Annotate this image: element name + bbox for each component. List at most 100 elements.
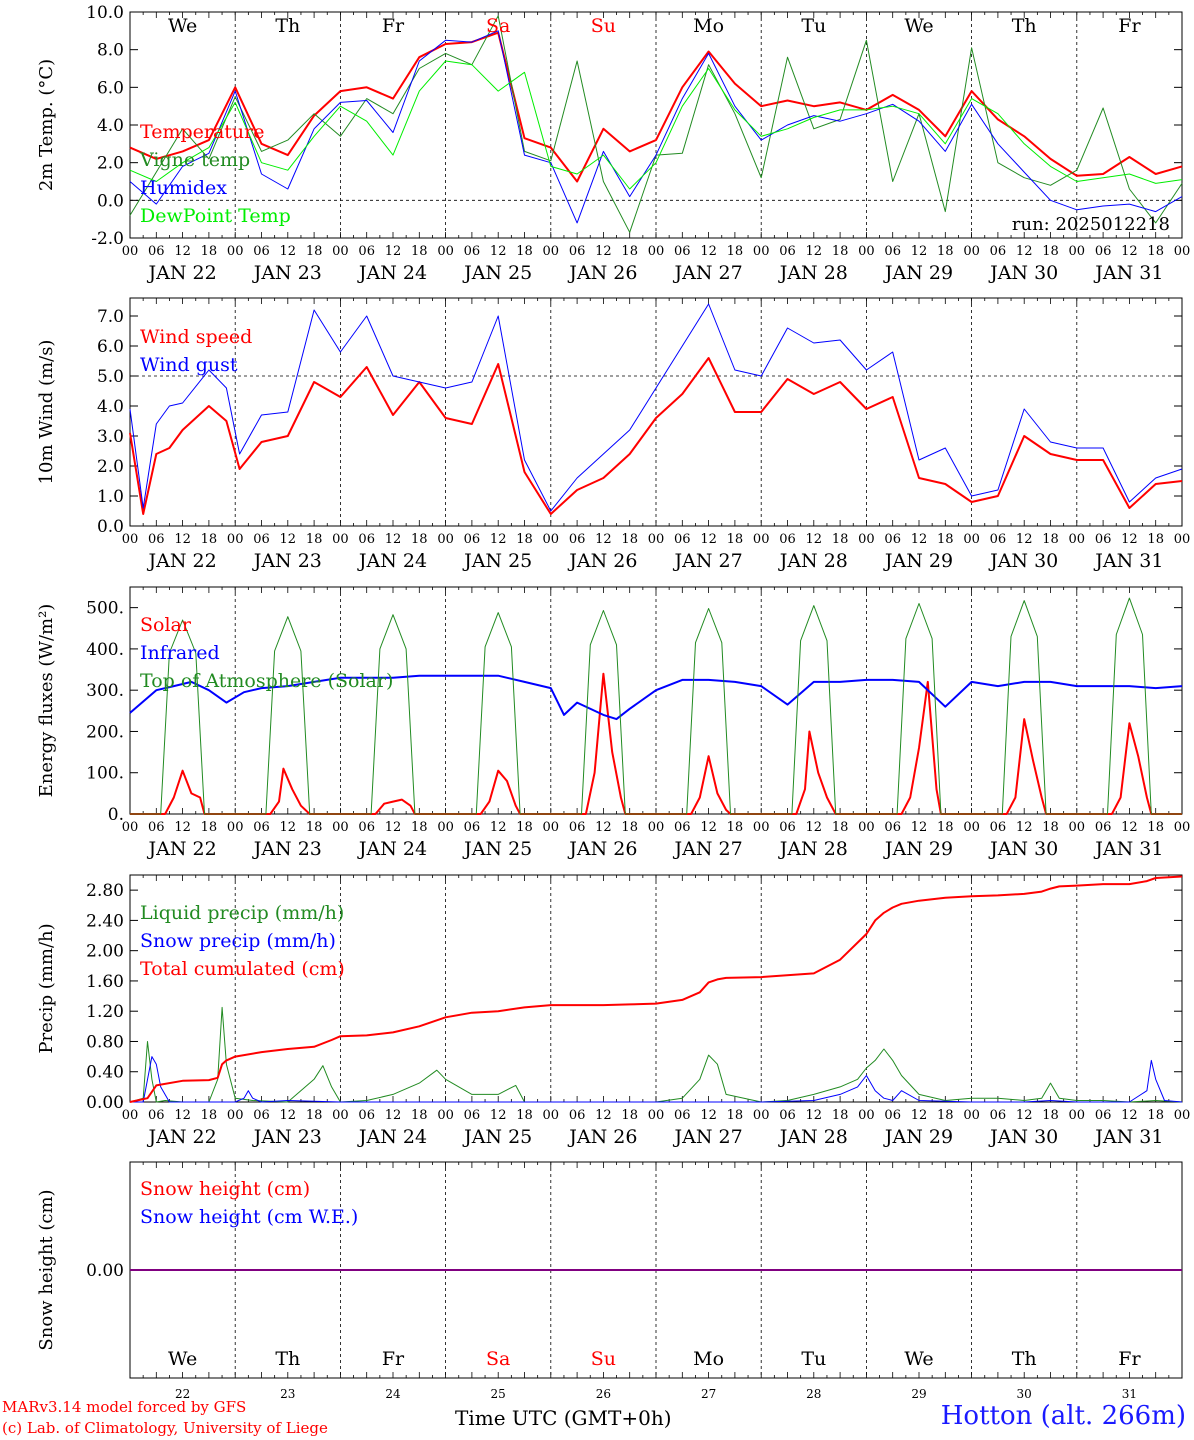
x-hour-label: 18 — [516, 532, 533, 547]
legend-entry: Top of Atmosphere (Solar) — [140, 670, 393, 692]
day-abbr-label: Th — [275, 1348, 300, 1370]
x-hour-label: 06 — [674, 532, 691, 547]
credit-lab: (c) Lab. of Climatology, University of L… — [2, 1419, 328, 1437]
x-hour-label: 18 — [1147, 820, 1164, 835]
day-abbr-label: Th — [1012, 1348, 1037, 1370]
x-date-label: JAN 31 — [1093, 1126, 1163, 1148]
y-tick-label: 5.0 — [97, 367, 124, 387]
x-hour-label: 12 — [1121, 532, 1138, 547]
x-hour-label: 12 — [700, 532, 717, 547]
x-hour-label: 06 — [464, 820, 481, 835]
x-hour-label: 06 — [990, 820, 1007, 835]
x-date-label: JAN 22 — [147, 550, 217, 572]
day-number-label: 31 — [1122, 1387, 1137, 1401]
x-hour-label: 18 — [516, 244, 533, 259]
x-hour-label: 12 — [700, 1108, 717, 1123]
x-date-label: JAN 29 — [883, 550, 953, 572]
y-tick-label: 2.0 — [97, 154, 124, 174]
x-hour-label: 00 — [122, 244, 139, 259]
x-date-label: JAN 27 — [673, 1126, 743, 1148]
day-abbr-label: Sa — [486, 15, 510, 37]
x-hour-label: 06 — [674, 1108, 691, 1123]
legend-entry: Wind speed — [140, 326, 252, 348]
x-hour-label: 06 — [884, 532, 901, 547]
legend-entry: Wind gust — [140, 354, 238, 376]
x-hour-label: 00 — [753, 820, 770, 835]
x-hour-label: 18 — [516, 1108, 533, 1123]
x-hour-label: 18 — [832, 820, 849, 835]
x-hour-label: 18 — [727, 532, 744, 547]
x-hour-label: 00 — [1069, 820, 1086, 835]
x-date-label: JAN 22 — [147, 838, 217, 860]
y-tick-label: 2.00 — [86, 942, 124, 962]
x-hour-label: 18 — [727, 820, 744, 835]
y-tick-label: 0.40 — [86, 1063, 124, 1083]
x-hour-label: 00 — [963, 532, 980, 547]
x-hour-label: 06 — [358, 244, 375, 259]
y-tick-label: 200. — [86, 722, 124, 742]
x-hour-label: 00 — [1174, 244, 1191, 259]
x-hour-label: 12 — [490, 1108, 507, 1123]
x-hour-label: 12 — [595, 244, 612, 259]
legend-entry: DewPoint Temp — [140, 205, 291, 227]
x-date-label: JAN 23 — [252, 1126, 322, 1148]
y-tick-label: 8.0 — [97, 41, 124, 61]
x-date-label: JAN 24 — [357, 550, 427, 572]
day-number-label: 23 — [280, 1387, 295, 1401]
x-hour-label: 18 — [306, 820, 323, 835]
run-label: run: 2025012218 — [1012, 214, 1170, 235]
x-date-label: JAN 25 — [462, 838, 532, 860]
x-hour-label: 06 — [358, 532, 375, 547]
x-hour-label: 18 — [937, 820, 954, 835]
x-hour-label: 18 — [727, 244, 744, 259]
y-tick-label: 0.00 — [86, 1261, 124, 1281]
x-date-label: JAN 30 — [988, 550, 1058, 572]
x-hour-label: 12 — [806, 532, 823, 547]
x-hour-label: 18 — [516, 820, 533, 835]
x-hour-label: 00 — [1069, 532, 1086, 547]
x-hour-label: 06 — [779, 820, 796, 835]
x-date-label: JAN 26 — [567, 262, 637, 284]
x-hour-label: 18 — [201, 820, 218, 835]
x-date-label: JAN 30 — [988, 262, 1058, 284]
x-date-label: JAN 26 — [567, 1126, 637, 1148]
legend-entry: Infrared — [140, 642, 220, 664]
x-hour-label: 12 — [174, 820, 191, 835]
legend-entry: Vigne temp — [139, 149, 250, 171]
x-hour-label: 06 — [253, 532, 270, 547]
x-hour-label: 12 — [280, 244, 297, 259]
x-hour-label: 00 — [227, 1108, 244, 1123]
x-hour-label: 12 — [700, 244, 717, 259]
x-date-label: JAN 26 — [567, 838, 637, 860]
x-hour-label: 18 — [1042, 820, 1059, 835]
x-hour-label: 18 — [621, 1108, 638, 1123]
x-hour-label: 06 — [464, 532, 481, 547]
y-tick-label: 1.0 — [97, 487, 124, 507]
x-date-label: JAN 24 — [357, 262, 427, 284]
day-number-label: 28 — [806, 1387, 821, 1401]
x-hour-label: 18 — [201, 532, 218, 547]
day-abbr-label: Su — [591, 1348, 616, 1370]
x-hour-label: 12 — [490, 244, 507, 259]
day-number-label: 27 — [701, 1387, 716, 1401]
x-hour-label: 06 — [1095, 1108, 1112, 1123]
x-hour-label: 12 — [385, 532, 402, 547]
x-hour-label: 06 — [569, 244, 586, 259]
day-abbr-label: Sa — [486, 1348, 510, 1370]
y-tick-label: -2.0 — [91, 229, 124, 249]
series-line-1 — [129, 303, 1183, 512]
x-hour-label: 12 — [911, 1108, 928, 1123]
x-date-label: JAN 24 — [357, 1126, 427, 1148]
x-date-label: JAN 31 — [1093, 838, 1163, 860]
legend-entry: Temperature — [140, 121, 264, 143]
x-hour-label: 12 — [911, 244, 928, 259]
x-hour-label: 18 — [201, 1108, 218, 1123]
series-line-0 — [129, 31, 1183, 183]
y-tick-label: 6.0 — [97, 337, 124, 357]
y-tick-label: 1.60 — [86, 972, 124, 992]
x-hour-label: 06 — [148, 820, 165, 835]
x-date-label: JAN 29 — [883, 838, 953, 860]
x-hour-label: 18 — [411, 820, 428, 835]
x-hour-label: 06 — [990, 244, 1007, 259]
x-hour-label: 06 — [779, 244, 796, 259]
